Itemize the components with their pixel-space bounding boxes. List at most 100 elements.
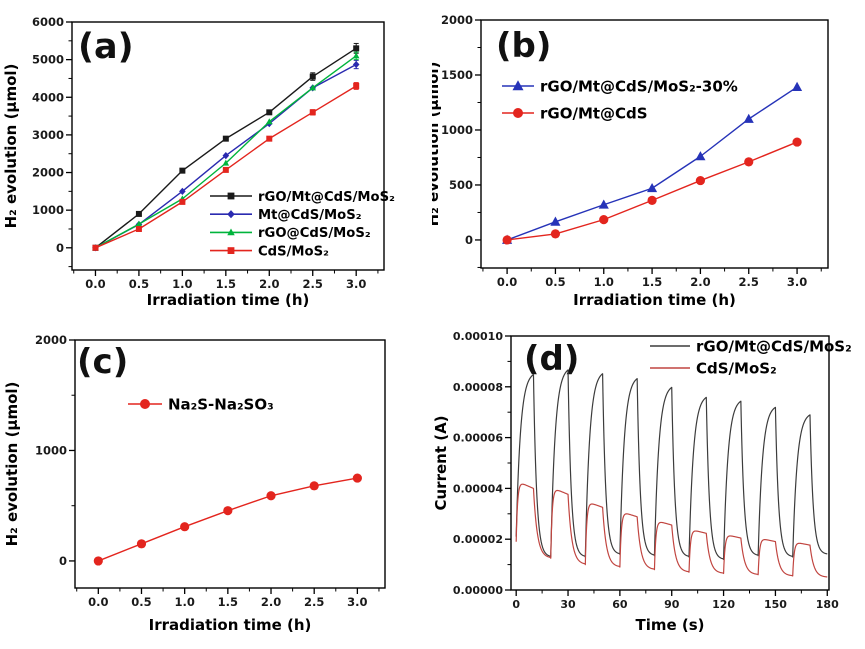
- panel-label: (a): [78, 27, 134, 67]
- marker-square: [266, 135, 273, 142]
- plot-frame: [71, 21, 385, 271]
- plot-frame: [74, 339, 386, 589]
- y-axis-title: H₂ evolution (μmol): [3, 382, 21, 547]
- y-tick-label: 3000: [32, 128, 64, 142]
- y-tick-label: 5000: [32, 53, 64, 67]
- x-tick-label: 1.5: [218, 595, 238, 609]
- marker-diamond: [179, 187, 186, 195]
- legend: rGO/Mt@CdS/MoS₂ Mt@CdS/MoS₂ rGO@CdS/MoS₂ Cd…: [210, 190, 395, 259]
- marker-square: [179, 167, 186, 174]
- y-axis: 0 1000 2000 3000 4000 5000 6000: [32, 15, 72, 268]
- marker-diamond: [227, 210, 235, 219]
- legend-label: CdS/MoS₂: [258, 244, 329, 259]
- legend-label: CdS/MoS₂: [696, 359, 777, 377]
- marker-square: [135, 210, 142, 217]
- legend: Na₂S-Na₂SO₃: [128, 395, 274, 413]
- marker-triangle: [647, 182, 658, 193]
- y-tick-label: 0.00006: [453, 432, 503, 445]
- x-tick-label: 3.0: [787, 275, 807, 289]
- x-tick-label: 3.0: [347, 595, 367, 609]
- y-axis: 0.00000 0.00002 0.00004 0.00006 0.00008 0.000…: [453, 330, 511, 597]
- y-tick-label: 1000: [32, 203, 64, 217]
- x-tick-label: 0.0: [497, 275, 517, 289]
- series-path: [98, 477, 358, 562]
- y-axis-title: H₂ evolution (μmol): [432, 62, 442, 227]
- marker-diamond: [222, 151, 230, 160]
- series-curve: [515, 483, 828, 578]
- marker-square: [222, 166, 229, 173]
- marker-circle: [695, 175, 706, 186]
- marker-triangle: [135, 220, 143, 227]
- marker-diamond: [352, 60, 360, 69]
- y-tick-label: 4000: [32, 90, 64, 104]
- series-line: [502, 137, 802, 245]
- y-tick-label: 2000: [35, 333, 67, 347]
- x-tick-label: 0.5: [545, 275, 565, 289]
- marker-triangle: [227, 228, 235, 236]
- legend-label: rGO/Mt@CdS/MoS₂: [696, 337, 852, 355]
- y-tick-label: 2000: [32, 166, 64, 180]
- series-curve: [515, 369, 828, 561]
- x-tick-label: 0.0: [85, 277, 105, 291]
- marker-triangle: [352, 52, 360, 59]
- y-tick-label: 0.00010: [453, 330, 503, 343]
- legend-label: rGO@CdS/MoS₂: [258, 226, 371, 241]
- marker-circle: [744, 157, 754, 167]
- marker-triangle: [743, 113, 754, 123]
- x-tick-label: 1.0: [174, 595, 194, 609]
- y-axis: 0 1000 2000: [35, 333, 75, 568]
- x-tick-label: 2.5: [303, 277, 323, 291]
- legend-label: Mt@CdS/MoS₂: [258, 208, 362, 223]
- series-line: [502, 81, 803, 244]
- legend-label: rGO/Mt@CdS/MoS₂-30%: [540, 77, 738, 95]
- x-axis-title: Irradiation time (h): [149, 616, 312, 634]
- x-tick-label: 0.0: [88, 595, 108, 609]
- marker-square: [179, 198, 186, 205]
- x-axis: 0.0 0.5 1.0 1.5 2.0 2.5 3.0: [73, 270, 379, 291]
- y-axis: 0 500 1000 1500 2000: [441, 13, 481, 268]
- marker-circle: [550, 229, 561, 239]
- marker-circle: [223, 506, 233, 516]
- x-axis: 0 30 60 90 120 150 180: [512, 590, 839, 611]
- marker-triangle: [792, 81, 803, 91]
- legend-label: Na₂S-Na₂SO₃: [168, 395, 274, 413]
- x-tick-label: 2.0: [259, 277, 279, 291]
- x-tick-label: 0.5: [131, 595, 151, 609]
- y-tick-label: 6000: [32, 15, 64, 29]
- x-axis: 0.0 0.5 1.0 1.5 2.0 2.5 3.0: [482, 268, 822, 289]
- marker-triangle: [695, 151, 706, 161]
- panel-label: (d): [524, 339, 579, 379]
- marker-circle: [309, 481, 319, 491]
- x-axis: 0.0 0.5 1.0 1.5 2.0 2.5 3.0: [76, 588, 380, 609]
- x-tick-label: 2.0: [261, 595, 281, 609]
- y-axis-title: H₂ evolution (μmol): [2, 64, 20, 229]
- y-tick-label: 0.00004: [453, 482, 503, 495]
- marker-square: [227, 247, 235, 254]
- x-axis-title: Irradiation time (h): [147, 291, 310, 309]
- marker-circle: [352, 473, 362, 483]
- y-axis-title: Current (A): [432, 415, 450, 510]
- legend: rGO/Mt@CdS/MoS₂ CdS/MoS₂: [650, 337, 852, 377]
- marker-triangle: [222, 159, 230, 166]
- y-tick-label: 0: [59, 554, 67, 568]
- y-tick-label: 1500: [441, 68, 473, 82]
- marker-circle: [513, 108, 523, 118]
- marker-triangle: [598, 199, 609, 209]
- x-tick-label: 1.5: [216, 277, 236, 291]
- y-tick-label: 1000: [35, 443, 67, 457]
- marker-square: [135, 225, 142, 232]
- x-tick-label: 30: [560, 598, 576, 611]
- panel-d-chart: 0 30 60 90 120 150 1800.000000.000020.000040.0…: [432, 330, 852, 634]
- x-tick-label: 150: [764, 598, 787, 611]
- marker-circle: [647, 195, 657, 205]
- marker-triangle: [512, 80, 524, 91]
- x-tick-label: 2.5: [304, 595, 324, 609]
- marker-circle: [93, 556, 103, 566]
- marker-circle: [502, 235, 512, 245]
- series-line: [92, 82, 360, 251]
- x-tick-label: 60: [612, 598, 628, 611]
- y-tick-label: 0.00000: [453, 584, 503, 597]
- x-tick-label: 120: [712, 598, 735, 611]
- marker-circle: [266, 491, 276, 501]
- x-tick-label: 0: [512, 598, 520, 611]
